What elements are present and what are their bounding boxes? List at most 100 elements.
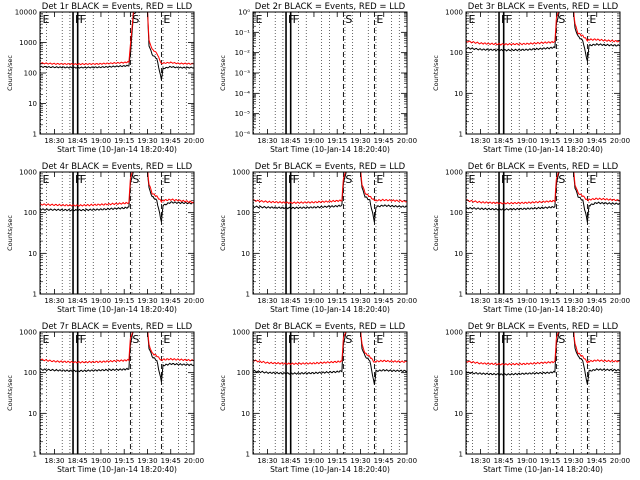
- y-tick-label: 100: [237, 209, 250, 217]
- y-tick-label: 100: [450, 369, 463, 377]
- y-tick-label: 1: [459, 291, 463, 299]
- marker-label: F: [75, 13, 81, 26]
- marker-label: E: [589, 13, 596, 26]
- marker-label: F: [501, 333, 507, 346]
- x-tick-label: 18:30: [470, 457, 490, 465]
- y-tick-label: 10: [241, 250, 250, 258]
- y-axis-label: Counts/sec: [432, 215, 440, 251]
- x-tick-label: 18:30: [44, 297, 64, 305]
- marker-label: S: [345, 333, 352, 346]
- y-tick-label: 100: [24, 369, 37, 377]
- plot-area: [253, 12, 400, 134]
- x-tick-label: 19:15: [540, 297, 560, 305]
- marker-label: F: [80, 13, 86, 26]
- y-tick-label: 100: [24, 209, 37, 217]
- x-tick-label: 18:30: [470, 137, 490, 145]
- y-axis-label: Counts/sec: [6, 375, 14, 411]
- marker-label: S: [558, 333, 565, 346]
- x-tick-label: 18:30: [257, 457, 277, 465]
- x-tick-label: 18:30: [257, 297, 277, 305]
- lld-series-line: [466, 12, 620, 46]
- marker-label: E: [163, 333, 170, 346]
- marker-label: S: [345, 13, 352, 26]
- plot-frame: [252, 11, 408, 135]
- marker-label: E: [255, 173, 262, 186]
- plot-area: [40, 12, 194, 134]
- marker-label: F: [75, 333, 81, 346]
- x-tick-label: 18:30: [257, 137, 277, 145]
- x-axis-label: Start Time (10-Jan-14 18:20:40): [57, 465, 177, 474]
- marker-label: F: [293, 13, 299, 26]
- lld-series-line: [253, 332, 407, 366]
- y-tick-label: 10⁻⁴: [235, 90, 251, 98]
- marker-label: E: [42, 13, 49, 26]
- panel-title: Det 4r BLACK = Events, RED = LLD: [42, 162, 193, 172]
- x-tick-label: 20:00: [397, 297, 417, 305]
- y-axis-label: Counts/sec: [432, 55, 440, 91]
- y-axis-label: Counts/sec: [6, 215, 14, 251]
- marker-label: E: [163, 13, 170, 26]
- y-tick-label: 100: [24, 70, 37, 78]
- x-tick-label: 18:45: [494, 137, 514, 145]
- x-tick-label: 18:45: [494, 297, 514, 305]
- x-tick-label: 19:45: [374, 457, 394, 465]
- events-series-line: [253, 332, 407, 385]
- x-tick-label: 19:15: [327, 137, 347, 145]
- x-axis-label: Start Time (10-Jan-14 18:20:40): [483, 305, 603, 314]
- lld-series-line: [466, 172, 620, 205]
- y-tick-label: 1: [246, 291, 250, 299]
- x-tick-label: 18:30: [44, 137, 64, 145]
- y-tick-label: 1000: [19, 169, 37, 177]
- plot-frame: [465, 331, 621, 455]
- events-series-line: [40, 332, 194, 382]
- marker-label: S: [132, 13, 139, 26]
- marker-label: F: [288, 173, 294, 186]
- x-tick-label: 19:00: [304, 297, 324, 305]
- y-tick-label: 10: [241, 410, 250, 418]
- x-tick-label: 18:30: [470, 297, 490, 305]
- x-tick-label: 20:00: [397, 137, 417, 145]
- marker-label: S: [132, 173, 139, 186]
- y-tick-label: 1: [459, 131, 463, 139]
- y-axis-label: Counts/sec: [432, 375, 440, 411]
- x-tick-label: 18:45: [68, 137, 88, 145]
- y-tick-label: 100: [237, 369, 250, 377]
- x-tick-label: 19:30: [137, 457, 157, 465]
- marker-label: E: [255, 333, 262, 346]
- x-tick-label: 19:30: [563, 137, 583, 145]
- y-tick-label: 1: [33, 451, 37, 459]
- plot-area: [253, 172, 407, 294]
- panel-title: Det 2r BLACK = Events, RED = LLD: [255, 2, 406, 12]
- x-tick-label: 19:30: [350, 457, 370, 465]
- x-tick-label: 19:00: [304, 137, 324, 145]
- plot-frame: [39, 171, 195, 295]
- x-axis-label: Start Time (10-Jan-14 18:20:40): [57, 305, 177, 314]
- x-axis-label: Start Time (10-Jan-14 18:20:40): [57, 145, 177, 154]
- x-tick-label: 20:00: [184, 297, 204, 305]
- panel-title: Det 6r BLACK = Events, RED = LLD: [468, 162, 619, 172]
- x-tick-label: 19:00: [91, 137, 111, 145]
- x-axis-label: Start Time (10-Jan-14 18:20:40): [483, 145, 603, 154]
- x-tick-label: 18:45: [281, 457, 301, 465]
- marker-label: F: [293, 173, 299, 186]
- x-tick-label: 18:45: [281, 137, 301, 145]
- x-axis-label: Start Time (10-Jan-14 18:20:40): [270, 305, 390, 314]
- x-tick-label: 19:45: [374, 137, 394, 145]
- x-tick-label: 18:45: [68, 297, 88, 305]
- marker-label: F: [293, 333, 299, 346]
- y-tick-label: 1000: [445, 9, 463, 17]
- plot-frame: [39, 11, 195, 135]
- events-series-line: [40, 12, 194, 80]
- plot-frame: [252, 331, 408, 455]
- y-tick-label: 10: [454, 90, 463, 98]
- marker-label: S: [558, 13, 565, 26]
- y-tick-label: 100: [450, 49, 463, 57]
- events-series-line: [466, 12, 620, 62]
- y-tick-label: 1000: [232, 329, 250, 337]
